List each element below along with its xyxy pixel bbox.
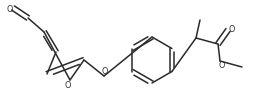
Text: O: O — [65, 80, 71, 90]
Text: O: O — [229, 25, 235, 33]
Text: O: O — [7, 5, 13, 14]
Text: O: O — [102, 67, 108, 75]
Text: O: O — [219, 60, 225, 70]
